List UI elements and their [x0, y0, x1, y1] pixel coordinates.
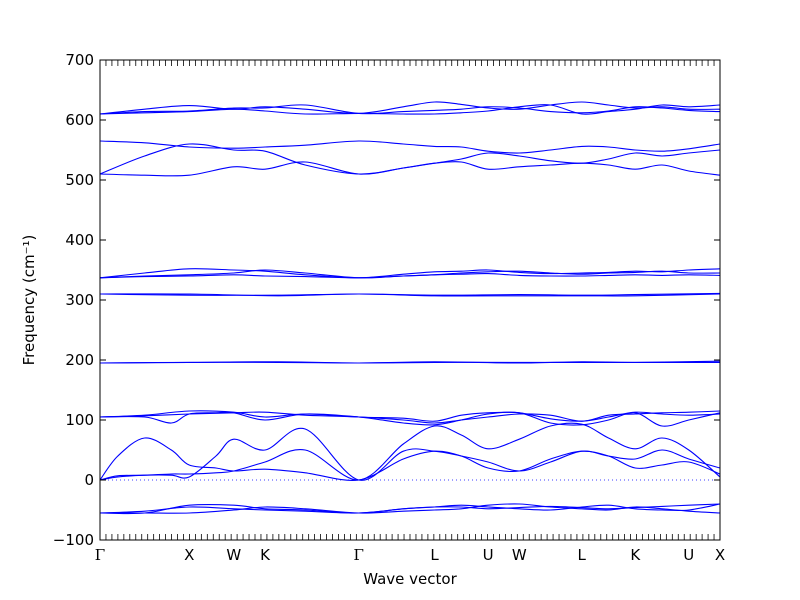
x-tick-label-X: X — [715, 546, 725, 564]
band-series-12 — [100, 293, 720, 297]
band-series-18 — [100, 140, 720, 154]
band-series-7 — [100, 410, 720, 422]
plot-frame — [99, 59, 721, 541]
x-tick-label-Γ: Γ — [353, 546, 363, 564]
x-tick-label-L: L — [578, 546, 587, 564]
band-series-15 — [100, 273, 720, 279]
y-axis-title: Frequency (cm⁻¹) — [20, 235, 38, 366]
x-tick-label-X: X — [184, 546, 194, 564]
y-tick-label: 0 — [84, 471, 94, 489]
band-series-4 — [100, 427, 720, 481]
band-series-21 — [100, 104, 720, 115]
x-tick-label-U: U — [683, 546, 694, 564]
band-series-16 — [100, 149, 720, 177]
band-series-0 — [100, 503, 720, 515]
band-series-2 — [100, 503, 720, 514]
x-tick-label-U: U — [483, 546, 494, 564]
band-lines — [100, 101, 720, 515]
x-axis-title: Wave vector — [363, 570, 457, 588]
band-series-3 — [100, 437, 720, 481]
x-tick-label-W: W — [226, 546, 241, 564]
y-tick-label: 500 — [65, 171, 94, 189]
y-tick-labels: −100 0 100 200 300 400 500 600 700 — [53, 51, 94, 549]
band-series-17 — [100, 143, 720, 176]
band-series-20 — [100, 104, 720, 115]
axis-ticks — [99, 59, 721, 541]
band-series-11 — [100, 292, 720, 296]
x-tick-label-W: W — [512, 546, 527, 564]
y-tick-label: 400 — [65, 231, 94, 249]
band-series-14 — [100, 269, 720, 279]
y-tick-label: 700 — [65, 51, 94, 69]
band-series-5 — [100, 422, 720, 481]
x-tick-label-K: K — [630, 546, 641, 564]
y-tick-label: 600 — [65, 111, 94, 129]
y-tick-label: 300 — [65, 291, 94, 309]
x-tick-label-K: K — [260, 546, 271, 564]
y-tick-label: −100 — [53, 531, 94, 549]
x-tick-label-Γ: Γ — [95, 546, 105, 564]
band-series-8 — [100, 410, 720, 424]
band-series-1 — [100, 503, 720, 514]
band-series-10 — [100, 360, 720, 364]
y-tick-label: 200 — [65, 351, 94, 369]
x-tick-label-L: L — [430, 546, 439, 564]
y-tick-label: 100 — [65, 411, 94, 429]
band-series-13 — [100, 268, 720, 279]
